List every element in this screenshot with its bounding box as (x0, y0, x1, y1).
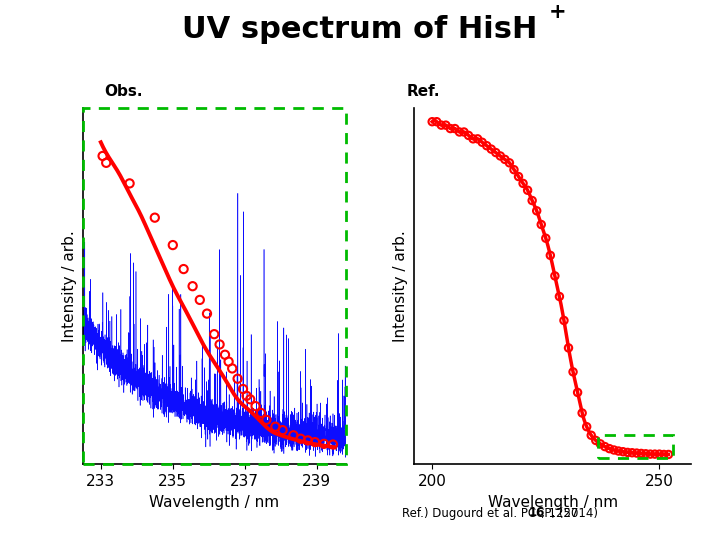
Point (608, 446, 620, 454)
Point (572, 388, 583, 397)
Point (463, 131, 474, 140)
Point (644, 450, 656, 458)
Text: , 1257: , 1257 (541, 507, 579, 519)
Point (640, 449, 652, 458)
Point (449, 124, 461, 133)
Point (467, 134, 479, 143)
Point (276, 426, 288, 435)
Point (100, 159, 112, 167)
Point (567, 368, 579, 376)
Point (531, 206, 542, 215)
X-axis label: Wavelength / nm: Wavelength / nm (149, 495, 279, 510)
Point (481, 141, 492, 150)
Point (458, 127, 469, 136)
Point (617, 448, 629, 456)
Point (485, 145, 497, 153)
Text: Ref.) Dugourd et al. PCCP, (2014): Ref.) Dugourd et al. PCCP, (2014) (402, 507, 602, 519)
Point (504, 159, 516, 167)
Point (255, 409, 266, 417)
Text: Obs.: Obs. (104, 84, 143, 99)
Y-axis label: Intensity / arb.: Intensity / arb. (393, 231, 408, 342)
Point (240, 392, 252, 400)
Bar (598, 435, 673, 457)
Point (544, 251, 556, 260)
Point (436, 121, 447, 130)
Point (237, 384, 248, 393)
Point (194, 295, 205, 304)
Point (554, 292, 565, 301)
Point (294, 434, 306, 443)
Point (603, 444, 615, 453)
Point (250, 402, 261, 410)
Point (636, 449, 647, 458)
Point (549, 272, 561, 280)
Point (244, 395, 256, 403)
Point (563, 343, 575, 352)
Point (558, 316, 570, 325)
Point (536, 220, 547, 229)
Point (232, 374, 243, 383)
Point (599, 442, 611, 451)
Point (226, 364, 238, 373)
Point (318, 440, 330, 448)
Point (96, 152, 108, 160)
Point (540, 234, 552, 242)
Point (472, 134, 483, 143)
X-axis label: Wavelength / nm: Wavelength / nm (487, 495, 618, 510)
Point (577, 409, 588, 417)
Text: Ref.: Ref. (407, 84, 441, 99)
Point (581, 422, 593, 431)
Point (167, 241, 179, 249)
Point (269, 422, 281, 431)
Point (287, 431, 299, 440)
Point (214, 340, 225, 349)
Point (654, 450, 665, 458)
Point (595, 440, 606, 448)
Point (626, 448, 638, 457)
Text: UV spectrum of HisH: UV spectrum of HisH (182, 15, 538, 44)
Point (124, 179, 135, 188)
Text: Short-lived excite state is
confirmed !: Short-lived excite state is confirmed ! (281, 89, 644, 145)
Point (309, 438, 320, 447)
Point (222, 357, 234, 366)
Point (499, 155, 510, 164)
Point (658, 450, 670, 459)
Point (649, 450, 661, 458)
Point (517, 179, 528, 188)
Point (302, 436, 313, 445)
Point (149, 213, 161, 222)
Text: 16: 16 (528, 507, 544, 519)
Point (613, 447, 624, 455)
Point (590, 436, 601, 445)
Point (440, 121, 451, 130)
Point (522, 186, 534, 194)
Point (327, 440, 338, 449)
Point (662, 450, 674, 459)
Point (444, 124, 456, 133)
Text: +: + (549, 2, 566, 22)
Point (261, 416, 272, 424)
Point (426, 117, 438, 126)
Point (454, 127, 465, 136)
Point (508, 165, 520, 174)
Point (513, 172, 524, 181)
Point (622, 448, 634, 457)
Point (208, 330, 220, 339)
Y-axis label: Intensity / arb.: Intensity / arb. (62, 231, 77, 342)
Point (631, 449, 642, 457)
Point (477, 138, 488, 146)
Point (219, 350, 230, 359)
Point (431, 117, 443, 126)
Point (495, 152, 506, 160)
Point (178, 265, 189, 273)
Point (490, 148, 502, 157)
Point (526, 196, 538, 205)
Point (186, 282, 198, 291)
Point (201, 309, 212, 318)
Point (585, 431, 597, 440)
